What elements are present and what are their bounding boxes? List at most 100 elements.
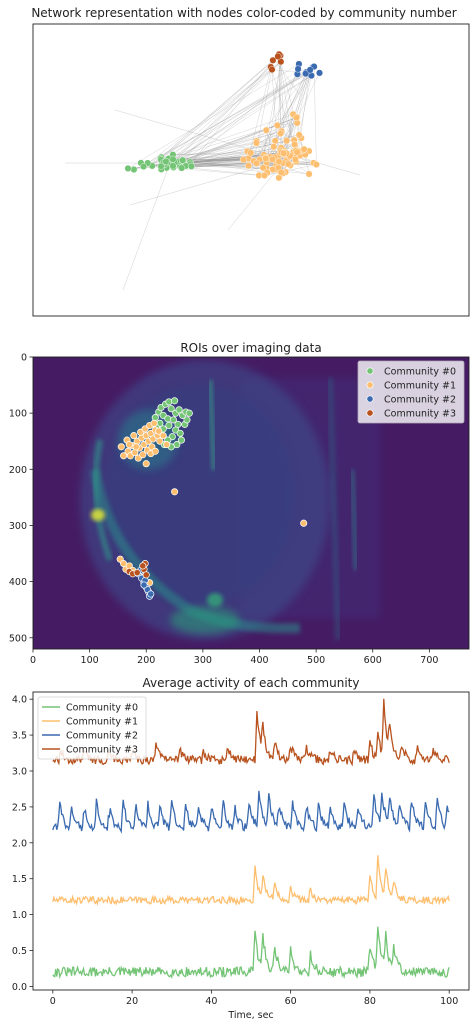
network-node	[253, 160, 260, 167]
roi-point	[301, 520, 307, 526]
activity-legend-label: Community #0	[66, 703, 138, 714]
activity-xtick-label: 60	[285, 996, 297, 1007]
network-node	[271, 144, 278, 151]
roi-ytick-label: 0	[21, 353, 27, 364]
activity-ytick-label: 4.0	[12, 695, 27, 706]
roi-xtick-label: 500	[307, 655, 325, 666]
roi-point	[177, 430, 183, 436]
activity-xtick-label: 0	[50, 996, 56, 1007]
roi-point	[166, 422, 172, 428]
roi-point	[184, 417, 190, 423]
roi-xtick-label: 200	[137, 655, 155, 666]
network-node	[277, 130, 284, 137]
activity-xtick-label: 20	[126, 996, 138, 1007]
activity-ytick-label: 2.0	[12, 838, 27, 849]
network-node	[178, 165, 185, 172]
activity-legend: Community #0 Community #1 Community #2 Comm…	[38, 697, 146, 759]
network-node	[131, 166, 138, 173]
roi-legend-label: Community #2	[384, 395, 456, 406]
network-node	[293, 114, 300, 121]
network-node	[307, 67, 314, 74]
roi-point	[133, 444, 139, 450]
roi-ytick-label: 200	[9, 465, 27, 476]
activity-ytick-label: 0.0	[12, 982, 27, 993]
roi-legend-marker	[367, 410, 373, 416]
network-node	[294, 149, 301, 156]
network-node	[274, 122, 281, 129]
network-node	[140, 163, 147, 170]
network-node	[240, 156, 247, 163]
network-node	[275, 53, 282, 60]
activity-ytick-label: 0.5	[12, 946, 27, 957]
roi-xtick-label: 700	[420, 655, 438, 666]
roi-point	[151, 420, 157, 426]
roi-point	[143, 461, 149, 467]
roi-point	[126, 441, 132, 447]
network-panel: Network representation with nodes color-…	[31, 6, 469, 316]
activity-legend-label: Community #3	[66, 745, 138, 756]
activity-ytick-label: 1.0	[12, 910, 27, 921]
network-title: Network representation with nodes color-…	[31, 6, 456, 20]
activity-xlabel: Time, sec	[227, 1010, 273, 1021]
network-node	[269, 156, 276, 163]
activity-legend-label: Community #2	[66, 731, 138, 742]
roi-ytick-label: 400	[9, 577, 27, 588]
roi-ytick-label: 100	[9, 409, 27, 420]
roi-xtick-label: 400	[250, 655, 268, 666]
network-node	[170, 163, 177, 170]
roi-legend-label: Community #1	[384, 381, 456, 392]
network-node	[306, 171, 313, 178]
activity-legend-label: Community #1	[66, 717, 138, 728]
roi-point	[157, 438, 163, 444]
roi-legend-marker	[367, 368, 373, 374]
roi-point	[171, 398, 177, 404]
network-node	[269, 66, 276, 73]
roi-point	[176, 407, 182, 413]
roi-point	[148, 591, 154, 597]
network-node	[248, 150, 255, 157]
roi-xtick-label: 100	[81, 655, 99, 666]
roi-point	[140, 563, 146, 569]
activity-xtick-label: 40	[205, 996, 217, 1007]
network-node	[261, 172, 268, 179]
activity-title: Average activity of each community	[143, 676, 360, 690]
roi-point	[143, 572, 149, 578]
network-node	[262, 155, 269, 162]
activity-ytick-label: 3.5	[12, 731, 27, 742]
roi-point	[171, 489, 177, 495]
network-node	[291, 141, 298, 148]
roi-point	[152, 448, 158, 454]
roi-legend-label: Community #0	[384, 367, 456, 378]
network-node	[316, 70, 323, 77]
network-node	[296, 132, 303, 139]
network-node	[125, 165, 132, 172]
network-node	[280, 150, 287, 157]
roi-point	[163, 441, 169, 447]
roi-title: ROIs over imaging data	[180, 341, 321, 355]
network-node	[163, 158, 170, 165]
roi-point	[131, 432, 137, 438]
roi-xtick-label: 600	[364, 655, 382, 666]
network-node	[272, 138, 279, 145]
network-node	[170, 156, 177, 163]
activity-ytick-label: 1.5	[12, 874, 27, 885]
roi-point	[152, 414, 158, 420]
network-node	[179, 157, 186, 164]
roi-point	[186, 410, 192, 416]
network-node	[188, 163, 195, 170]
roi-point	[120, 453, 126, 459]
network-node	[301, 146, 308, 153]
roi-point	[141, 582, 147, 588]
network-node	[285, 161, 292, 168]
activity-ytick-label: 3.0	[12, 766, 27, 777]
roi-point	[166, 399, 172, 405]
activity-xtick-label: 100	[440, 996, 458, 1007]
roi-point	[118, 444, 124, 450]
network-node	[158, 163, 165, 170]
network-node	[263, 127, 270, 134]
network-node	[283, 137, 290, 144]
network-node	[245, 162, 252, 169]
